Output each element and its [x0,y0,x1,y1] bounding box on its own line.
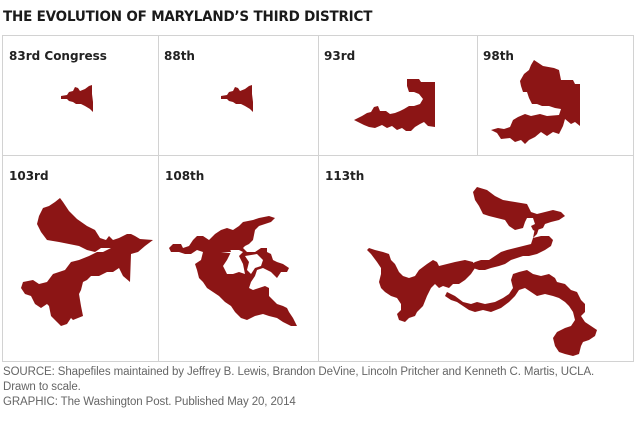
column-divider [158,36,159,361]
district-shape-83rd [61,85,93,112]
panel-98th: 98th [477,36,633,155]
graphic-credit: GRAPHIC: The Washington Post. Published … [3,396,296,408]
panel-93rd: 93rd [318,36,477,155]
district-map-grid: 83rd Congress 88th 93rd 98th 103rd 108th [2,35,634,362]
source-note: SOURCE: Shapefiles maintained by Jeffrey… [3,366,595,378]
panel-88th: 88th [158,36,318,155]
panel-label: 113th [325,169,365,183]
panel-103rd: 103rd [3,156,158,361]
panel-label: 98th [483,49,514,63]
graphic-title: THE EVOLUTION OF MARYLAND’S THIRD DISTRI… [3,9,373,25]
panel-label: 93rd [324,49,356,63]
district-shape-108th [169,216,297,326]
district-shape-113th [367,187,597,356]
district-shape-98th [491,60,580,144]
scale-note: Drawn to scale. [3,381,81,393]
panel-108th: 108th [159,156,318,361]
district-shape-103rd [21,198,153,326]
panel-label: 103rd [9,169,49,183]
district-shape-93rd [354,79,435,131]
panel-label: 88th [164,49,195,63]
panel-label: 108th [165,169,205,183]
column-divider [477,36,478,155]
panel-83rd-congress: 83rd Congress [3,36,158,155]
footer: SOURCE: Shapefiles maintained by Jeffrey… [3,365,633,410]
panel-113th: 113th [319,156,633,361]
district-shape-88th [221,85,253,112]
column-divider [318,36,319,361]
panel-label: 83rd Congress [9,49,107,63]
